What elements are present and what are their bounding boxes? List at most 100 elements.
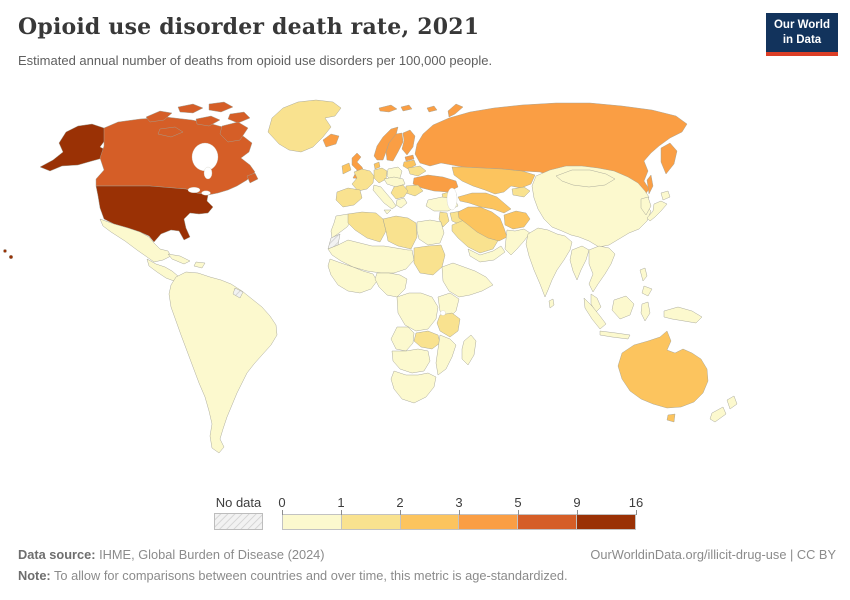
country-malaysia[interactable]	[590, 293, 602, 313]
country-south-africa[interactable]	[390, 370, 437, 404]
country-italy-sicily[interactable]	[383, 209, 392, 215]
country-mongolia[interactable]	[555, 169, 616, 188]
country-united-states-alaska[interactable]	[39, 123, 109, 172]
country-svalbard[interactable]	[378, 104, 398, 113]
country-canada-island[interactable]	[177, 103, 204, 114]
data-source-text: IHME, Global Burden of Disease (2024)	[95, 547, 325, 562]
country-turkmenistan-uzbekistan[interactable]	[457, 192, 512, 214]
legend-bin-5-9[interactable]	[518, 515, 578, 529]
country-finland[interactable]	[401, 129, 416, 156]
country-yemen-oman[interactable]	[467, 245, 506, 263]
country-new-zealand-north[interactable]	[726, 395, 738, 410]
country-sahel[interactable]	[327, 239, 415, 274]
country-central-europe[interactable]	[383, 176, 406, 188]
country-southeast-asia-indochina[interactable]	[588, 245, 616, 293]
country-canada-island[interactable]	[208, 101, 234, 113]
country-sudan[interactable]	[413, 244, 446, 276]
legend-tick-label: 3	[455, 495, 463, 510]
country-central-america[interactable]	[146, 258, 179, 282]
country-iberia[interactable]	[335, 187, 363, 208]
country-balkans[interactable]	[390, 184, 409, 200]
country-southeast-asia-myanmar[interactable]	[569, 245, 590, 281]
country-canada-island[interactable]	[195, 115, 221, 127]
country-namibia-botswana[interactable]	[391, 348, 431, 374]
country-russia-novaya-zemlya[interactable]	[447, 103, 464, 118]
country-philippines[interactable]	[639, 267, 648, 282]
country-sweden[interactable]	[385, 132, 404, 162]
country-greece[interactable]	[395, 197, 408, 209]
country-west-africa[interactable]	[327, 258, 378, 294]
legend-tick-label: 1	[337, 495, 345, 510]
country-zambia[interactable]	[413, 330, 441, 350]
country-belarus[interactable]	[407, 165, 427, 177]
country-canada-island[interactable]	[219, 121, 249, 143]
legend-no-data-swatch[interactable]	[214, 513, 263, 530]
country-algeria[interactable]	[347, 211, 387, 243]
legend-bin-3-5[interactable]	[459, 515, 519, 529]
country-kyrgyzstan-tajikistan[interactable]	[511, 186, 531, 198]
country-mozambique[interactable]	[435, 334, 457, 376]
country-korea[interactable]	[640, 196, 652, 216]
country-svalbard[interactable]	[400, 104, 413, 112]
legend-bin-9-16[interactable]	[577, 515, 635, 529]
country-australia[interactable]	[617, 330, 709, 409]
country-canada-island[interactable]	[157, 126, 184, 138]
country-new-guinea[interactable]	[663, 306, 703, 324]
country-indonesia-sumatra[interactable]	[583, 297, 607, 330]
legend-tick-label: 9	[573, 495, 581, 510]
country-hispaniola[interactable]	[193, 261, 206, 269]
country-indonesia-java[interactable]	[599, 330, 631, 340]
footer-link[interactable]: OurWorldinData.org/illicit-drug-use | CC…	[590, 547, 836, 562]
country-japan-hokkaido[interactable]	[660, 190, 671, 201]
country-afghanistan[interactable]	[503, 210, 531, 230]
country-greenland[interactable]	[267, 99, 342, 153]
country-estonia[interactable]	[404, 154, 415, 162]
country-china[interactable]	[531, 165, 652, 248]
country-ireland[interactable]	[341, 162, 352, 175]
country-indonesia-borneo[interactable]	[611, 295, 635, 320]
owid-logo[interactable]: Our World in Data	[766, 13, 838, 56]
legend-bar	[282, 514, 636, 530]
country-madagascar[interactable]	[461, 334, 477, 366]
country-australia-tasmania[interactable]	[666, 413, 676, 423]
country-iceland[interactable]	[322, 133, 340, 148]
country-russia-franz-josef[interactable]	[426, 105, 438, 113]
country-libya[interactable]	[382, 215, 418, 250]
country-japan-honshu[interactable]	[646, 200, 668, 222]
country-united-states-hawaii[interactable]	[8, 254, 14, 260]
country-kazakhstan[interactable]	[451, 166, 536, 195]
country-india[interactable]	[525, 227, 573, 298]
note-prefix: Note:	[18, 568, 51, 583]
legend-bin-0-1[interactable]	[283, 515, 342, 529]
country-canada-island[interactable]	[227, 111, 251, 124]
legend-no-data[interactable]: No data	[214, 495, 263, 535]
country-latvia-lithuania[interactable]	[402, 159, 417, 170]
country-sri-lanka[interactable]	[548, 298, 555, 309]
country-indonesia-sulawesi[interactable]	[640, 301, 651, 322]
footer: Data source: IHME, Global Burden of Dise…	[18, 547, 836, 562]
country-denmark[interactable]	[373, 161, 381, 170]
country-drc-central[interactable]	[396, 292, 439, 332]
legend-tick-mark	[282, 510, 283, 515]
country-france[interactable]	[351, 168, 375, 192]
country-russia-sakhalin[interactable]	[646, 174, 654, 195]
country-russia-kamchatka[interactable]	[660, 142, 678, 175]
country-pakistan[interactable]	[504, 228, 531, 256]
country-canada-newfoundland[interactable]	[246, 172, 259, 184]
country-canada-island[interactable]	[145, 110, 173, 123]
country-cuba[interactable]	[167, 253, 191, 265]
country-philippines[interactable]	[641, 285, 653, 297]
country-tanzania[interactable]	[436, 312, 461, 338]
legend-bin-1-2[interactable]	[341, 515, 401, 529]
legend-bin-2-3[interactable]	[400, 515, 460, 529]
country-south-america[interactable]	[168, 271, 278, 454]
country-new-zealand-south[interactable]	[709, 406, 727, 423]
country-angola[interactable]	[390, 326, 415, 352]
country-italy[interactable]	[372, 184, 397, 210]
country-egypt[interactable]	[416, 219, 445, 246]
country-horn-of-africa[interactable]	[441, 262, 494, 298]
country-united-states-hawaii[interactable]	[3, 249, 7, 253]
country-nigeria-cameroon[interactable]	[374, 272, 408, 298]
country-french-guiana[interactable]	[232, 287, 244, 299]
